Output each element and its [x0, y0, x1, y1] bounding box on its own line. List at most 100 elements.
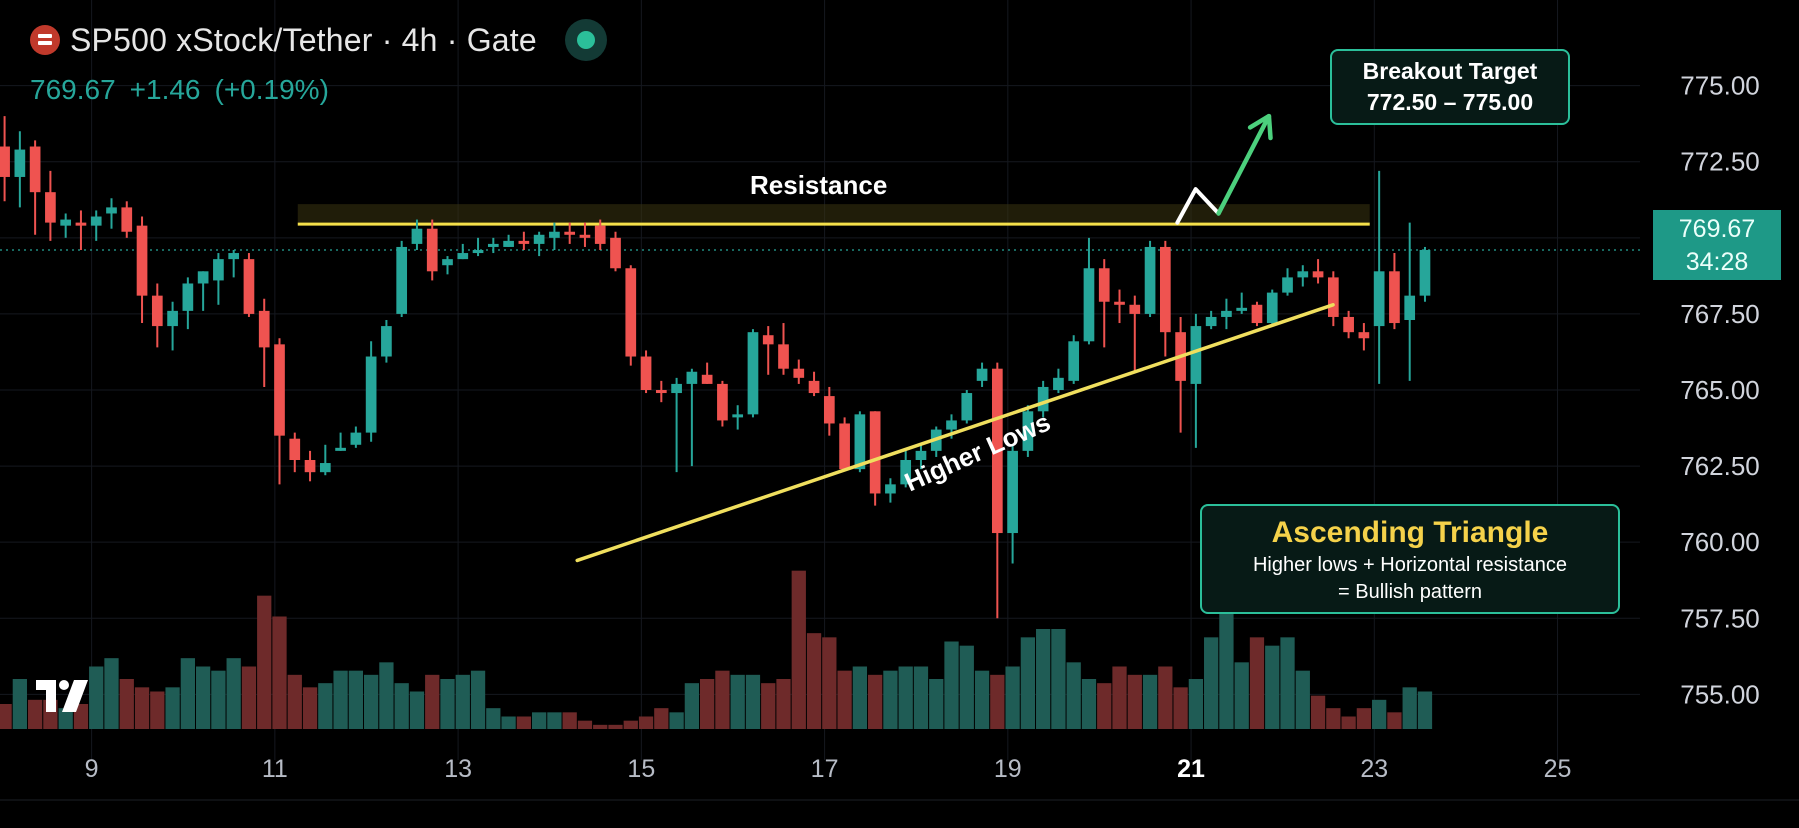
candle-body [1129, 304, 1141, 314]
volume-bar [150, 691, 165, 729]
candle-body [1343, 316, 1354, 333]
volume-bar [730, 674, 745, 729]
candle-body [1312, 271, 1324, 278]
candle-body [823, 396, 835, 424]
candle-body [228, 253, 240, 260]
volume-bar [1112, 666, 1127, 729]
time-tick-label: 25 [1544, 755, 1572, 783]
candle-body [518, 240, 530, 244]
candle-body [1083, 268, 1095, 342]
price-tick-label: 772.50 [1680, 147, 1760, 177]
volume-bar [12, 679, 27, 729]
candle-body [60, 219, 72, 226]
breakout-arrow-head [1247, 113, 1273, 141]
candle-body [121, 207, 133, 232]
volume-bar [547, 712, 562, 729]
candle-body [610, 237, 621, 269]
chart-header: SP500 xStock/Tether · 4h · Gate [30, 18, 607, 62]
volume-bar [1341, 716, 1356, 729]
volume-bar [1234, 662, 1249, 729]
candle-body [854, 414, 866, 470]
volume-bar [455, 674, 470, 729]
volume-bar [1204, 637, 1219, 729]
volume-bar [0, 704, 12, 729]
candle-body [549, 231, 560, 238]
price-tick-label: 757.50 [1680, 603, 1760, 633]
volume-bar [1356, 708, 1372, 729]
market-status-icon[interactable] [564, 19, 607, 61]
candle-body [1389, 271, 1400, 324]
candle-body [14, 149, 26, 177]
volume-bar [1387, 712, 1402, 729]
volume-bar [302, 687, 318, 729]
volume-bar [1280, 637, 1295, 729]
volume-bar [1417, 691, 1433, 729]
resistance-zone [297, 204, 1370, 226]
volume-bar [1372, 699, 1387, 729]
candle-body [961, 393, 973, 421]
candle-body [946, 420, 957, 430]
volume-bar [898, 666, 913, 729]
candle-body [579, 234, 591, 238]
time-tick-label: 21 [1177, 755, 1205, 783]
volume-bar [379, 662, 394, 729]
volume-bar [608, 724, 623, 729]
volume-bar [180, 658, 195, 729]
candle-body [151, 295, 163, 327]
candle-body [335, 447, 346, 451]
price-change: +1.46 [129, 74, 201, 105]
volume-bar [211, 670, 226, 729]
volume-bar [333, 670, 348, 729]
current-price: 769.67 [1678, 215, 1756, 243]
volume-bar [715, 670, 730, 729]
volume-bar [1265, 645, 1280, 729]
volume-bar [165, 687, 180, 729]
volume-bar [1173, 687, 1188, 729]
volume-bar [104, 658, 119, 729]
volume-bar [287, 674, 302, 729]
pattern-info-box: Ascending Triangle Higher lows + Horizon… [1200, 504, 1620, 614]
volume-bar [348, 670, 363, 729]
volume-bar [1097, 683, 1112, 729]
candle-body [304, 460, 316, 473]
candle-body [1358, 332, 1370, 339]
volume-bar [1295, 670, 1310, 729]
candle-body [457, 253, 469, 260]
candlesticks [0, 116, 1431, 619]
candle-body [0, 146, 10, 177]
candle-body [106, 207, 117, 214]
pattern-title: Ascending Triangle [1271, 516, 1549, 549]
volume-bar [562, 712, 577, 729]
tradingview-logo-icon [36, 680, 88, 712]
volume-bar [226, 658, 241, 729]
candle-body [900, 460, 912, 485]
time-tick-label: 17 [811, 755, 839, 783]
volume-bar [745, 674, 761, 729]
candle-body [808, 380, 820, 394]
candle-body [1282, 277, 1293, 293]
price-axis[interactable]: 775.00772.50770.00767.50765.00762.50760.… [1680, 71, 1760, 710]
candle-body [1236, 307, 1248, 311]
price-change-pct: (+0.19%) [214, 74, 329, 105]
candle-body [197, 271, 209, 284]
volume-bar [1326, 708, 1341, 729]
volume-bar [1158, 666, 1173, 729]
volume-bar [822, 637, 837, 729]
candle-body [686, 371, 698, 384]
candle-body [839, 423, 850, 470]
time-axis[interactable]: 9 11 13 15 17 19 21 23 25 [85, 755, 1572, 783]
price-tick-label: 775.00 [1680, 71, 1760, 101]
candle-body [762, 335, 774, 345]
volume-bar [516, 716, 532, 729]
bar-countdown: 34:28 [1685, 248, 1749, 276]
time-tick-label: 11 [262, 755, 288, 783]
volume-bar [27, 699, 43, 729]
pattern-lines [575, 113, 1335, 563]
volume-bar [501, 716, 516, 729]
candle-body [564, 231, 576, 235]
pattern-description-line1: Higher lows + Horizontal resistance [1252, 554, 1568, 576]
volume-bar [195, 666, 211, 729]
breakout-path-white [1175, 187, 1221, 225]
symbol-title[interactable]: SP500 xStock/Tether · 4h · Gate [70, 21, 537, 58]
